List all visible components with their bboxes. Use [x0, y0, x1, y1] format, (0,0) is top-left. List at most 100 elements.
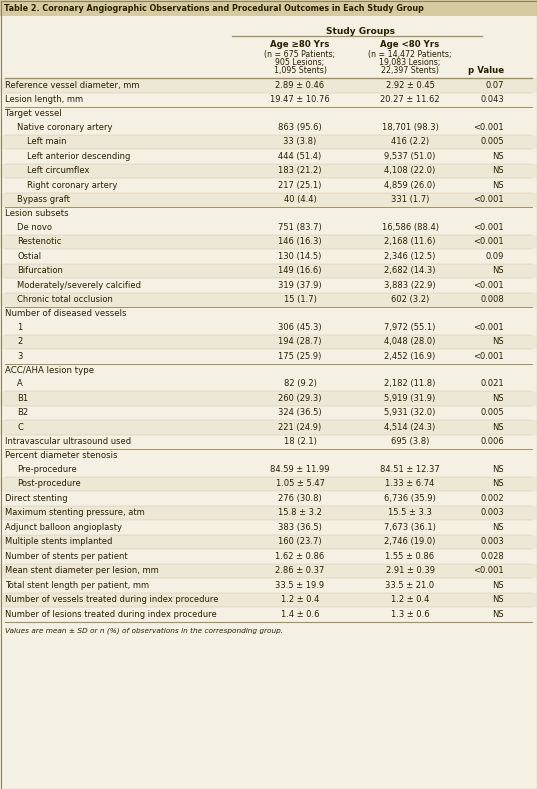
FancyBboxPatch shape	[0, 264, 537, 278]
Text: 1.2 ± 0.4: 1.2 ± 0.4	[391, 595, 429, 604]
Text: 751 (83.7): 751 (83.7)	[278, 222, 322, 232]
Text: 2,452 (16.9): 2,452 (16.9)	[384, 352, 436, 361]
Text: 18 (2.1): 18 (2.1)	[284, 437, 316, 447]
Text: 19.47 ± 10.76: 19.47 ± 10.76	[270, 95, 330, 104]
Text: <0.001: <0.001	[474, 123, 504, 132]
FancyBboxPatch shape	[0, 193, 537, 207]
Text: Post-procedure: Post-procedure	[17, 479, 81, 488]
Text: 444 (51.4): 444 (51.4)	[278, 151, 322, 161]
Text: 2: 2	[17, 337, 22, 346]
Text: 0.008: 0.008	[480, 295, 504, 305]
Text: Pre-procedure: Pre-procedure	[17, 465, 77, 473]
Text: 4,108 (22.0): 4,108 (22.0)	[384, 166, 436, 175]
Text: Bifurcation: Bifurcation	[17, 266, 63, 275]
Text: Left main: Left main	[27, 137, 67, 146]
Text: 4,514 (24.3): 4,514 (24.3)	[384, 423, 436, 432]
Text: 905 Lesions;: 905 Lesions;	[275, 58, 324, 67]
Text: 175 (25.9): 175 (25.9)	[278, 352, 322, 361]
Text: 0.003: 0.003	[480, 508, 504, 518]
FancyBboxPatch shape	[0, 477, 537, 491]
Text: 84.51 ± 12.37: 84.51 ± 12.37	[380, 465, 440, 473]
Text: Adjunct balloon angioplasty: Adjunct balloon angioplasty	[5, 523, 122, 532]
Text: 33.5 ± 19.9: 33.5 ± 19.9	[275, 581, 324, 589]
Text: Table 2. Coronary Angiographic Observations and Procedural Outcomes in Each Stud: Table 2. Coronary Angiographic Observati…	[4, 3, 424, 13]
Text: 19,083 Lesions;: 19,083 Lesions;	[379, 58, 441, 67]
Text: Total stent length per patient, mm: Total stent length per patient, mm	[5, 581, 149, 589]
Text: (n = 14,472 Patients;: (n = 14,472 Patients;	[368, 50, 452, 59]
Text: 4,859 (26.0): 4,859 (26.0)	[384, 181, 436, 189]
Text: 1: 1	[17, 323, 22, 331]
Text: Target vessel: Target vessel	[5, 109, 62, 118]
Text: 0.07: 0.07	[485, 80, 504, 90]
Text: 15.5 ± 3.3: 15.5 ± 3.3	[388, 508, 432, 518]
FancyBboxPatch shape	[0, 506, 537, 520]
Text: De novo: De novo	[17, 222, 52, 232]
Text: C: C	[17, 423, 23, 432]
Text: 0.006: 0.006	[480, 437, 504, 447]
Text: <0.001: <0.001	[474, 281, 504, 290]
Text: Reference vessel diameter, mm: Reference vessel diameter, mm	[5, 80, 140, 90]
Text: 4,048 (28.0): 4,048 (28.0)	[384, 337, 436, 346]
Text: Maximum stenting pressure, atm: Maximum stenting pressure, atm	[5, 508, 145, 518]
Text: 5,919 (31.9): 5,919 (31.9)	[384, 394, 436, 402]
Text: Chronic total occlusion: Chronic total occlusion	[17, 295, 113, 305]
FancyBboxPatch shape	[0, 78, 537, 92]
Text: 130 (14.5): 130 (14.5)	[278, 252, 322, 260]
Text: 3: 3	[17, 352, 23, 361]
Text: 0.005: 0.005	[481, 137, 504, 146]
Text: 3,883 (22.9): 3,883 (22.9)	[384, 281, 436, 290]
Text: Bypass graft: Bypass graft	[17, 195, 70, 204]
Text: 2,346 (12.5): 2,346 (12.5)	[384, 252, 436, 260]
Text: 6,736 (35.9): 6,736 (35.9)	[384, 494, 436, 503]
Text: 160 (23.7): 160 (23.7)	[278, 537, 322, 546]
Text: Left circumflex: Left circumflex	[27, 166, 90, 175]
Text: NS: NS	[492, 610, 504, 619]
Text: <0.001: <0.001	[474, 237, 504, 246]
Text: 1.55 ± 0.86: 1.55 ± 0.86	[386, 552, 434, 561]
Text: NS: NS	[492, 337, 504, 346]
Text: A: A	[17, 380, 23, 388]
Text: 1.05 ± 5.47: 1.05 ± 5.47	[275, 479, 324, 488]
Text: 15.8 ± 3.2: 15.8 ± 3.2	[278, 508, 322, 518]
Text: 82 (9.2): 82 (9.2)	[284, 380, 316, 388]
Text: Ostial: Ostial	[17, 252, 41, 260]
Text: Restenotic: Restenotic	[17, 237, 61, 246]
Text: Number of vessels treated during index procedure: Number of vessels treated during index p…	[5, 595, 219, 604]
Text: 1.3 ± 0.6: 1.3 ± 0.6	[391, 610, 429, 619]
Text: 1,095 Stents): 1,095 Stents)	[273, 66, 326, 75]
Text: 7,972 (55.1): 7,972 (55.1)	[384, 323, 436, 331]
FancyBboxPatch shape	[0, 134, 537, 149]
Text: Values are mean ± SD or n (%) of observations in the corresponding group.: Values are mean ± SD or n (%) of observa…	[5, 627, 283, 634]
Text: <0.001: <0.001	[474, 195, 504, 204]
Text: 0.09: 0.09	[485, 252, 504, 260]
Text: <0.001: <0.001	[474, 222, 504, 232]
Text: 16,586 (88.4): 16,586 (88.4)	[381, 222, 439, 232]
FancyBboxPatch shape	[0, 420, 537, 435]
Text: 0.003: 0.003	[480, 537, 504, 546]
Text: Number of lesions treated during index procedure: Number of lesions treated during index p…	[5, 610, 217, 619]
Text: ACC/AHA lesion type: ACC/AHA lesion type	[5, 365, 94, 375]
Text: 863 (95.6): 863 (95.6)	[278, 123, 322, 132]
Text: 2.91 ± 0.39: 2.91 ± 0.39	[386, 567, 434, 575]
Text: 695 (3.8): 695 (3.8)	[391, 437, 429, 447]
Text: NS: NS	[492, 166, 504, 175]
Text: Lesion subsets: Lesion subsets	[5, 209, 69, 218]
Text: 383 (36.5): 383 (36.5)	[278, 523, 322, 532]
Text: 33.5 ± 21.0: 33.5 ± 21.0	[386, 581, 434, 589]
Text: 0.028: 0.028	[480, 552, 504, 561]
Text: 221 (24.9): 221 (24.9)	[278, 423, 322, 432]
Text: Direct stenting: Direct stenting	[5, 494, 68, 503]
Text: NS: NS	[492, 581, 504, 589]
Text: Age ≥80 Yrs: Age ≥80 Yrs	[270, 40, 330, 49]
FancyBboxPatch shape	[0, 0, 537, 16]
Text: NS: NS	[492, 595, 504, 604]
Text: NS: NS	[492, 151, 504, 161]
Text: 33 (3.8): 33 (3.8)	[284, 137, 317, 146]
Text: 276 (30.8): 276 (30.8)	[278, 494, 322, 503]
Text: NS: NS	[492, 181, 504, 189]
Text: Native coronary artery: Native coronary artery	[17, 123, 112, 132]
Text: 602 (3.2): 602 (3.2)	[391, 295, 429, 305]
Text: Right coronary artery: Right coronary artery	[27, 181, 118, 189]
Text: NS: NS	[492, 465, 504, 473]
Text: 2.89 ± 0.46: 2.89 ± 0.46	[275, 80, 324, 90]
